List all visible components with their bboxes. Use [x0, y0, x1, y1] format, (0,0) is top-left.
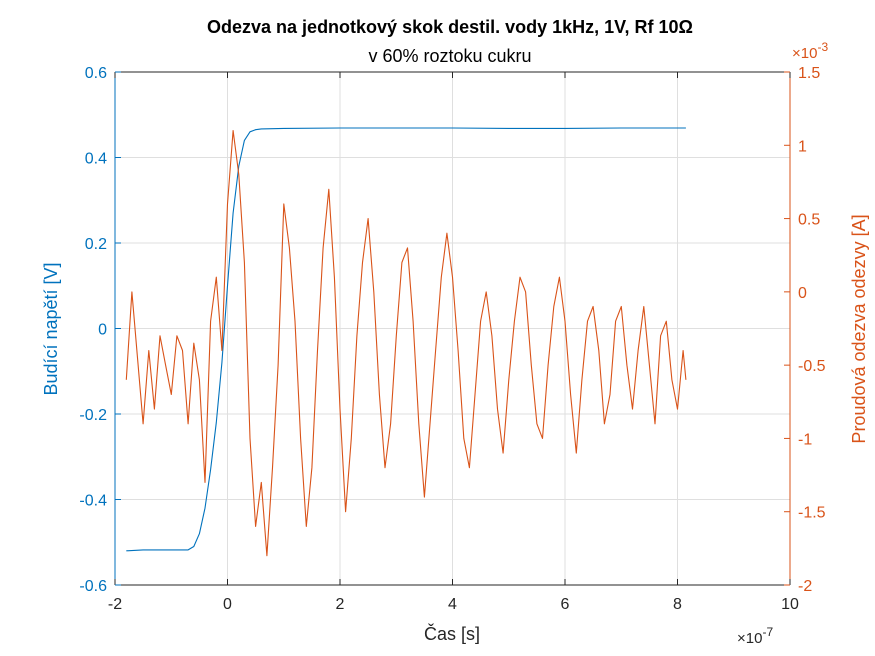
series-line-right: [125, 130, 687, 557]
y-axis-label-left: Budící napětí [V]: [41, 262, 61, 395]
x-tick-label-2: 2: [336, 596, 345, 613]
y-tick-label-right-5: 0.5: [798, 212, 820, 229]
y-tick-label-right-3: -0.5: [798, 358, 826, 375]
x-axis-label: Čas [s]: [424, 623, 480, 644]
x-tick-label-4: 6: [561, 596, 570, 613]
y-tick-label-right-2: -1: [798, 431, 812, 448]
y-tick-label-left-5: 0.4: [85, 151, 107, 168]
x-tick-label-0: -2: [108, 596, 122, 613]
y-tick-label-left-2: -0.2: [79, 407, 107, 424]
y-tick-label-left-3: 0: [98, 322, 107, 339]
chart-labels: Odezva na jednotkový skok destil. vody 1…: [41, 17, 869, 647]
y2-exponent-label: ×10-3: [792, 40, 828, 62]
x-exponent-power: -7: [762, 625, 773, 639]
series-line-left: [126, 127, 686, 552]
y-tick-label-right-0: -2: [798, 578, 812, 595]
chart-title: Odezva na jednotkový skok destil. vody 1…: [207, 17, 693, 37]
grid: [114, 71, 791, 586]
y-tick-label-right-4: 0: [798, 285, 807, 302]
y-tick-label-right-7: 1.5: [798, 65, 820, 82]
x-tick-label-3: 4: [448, 596, 457, 613]
y2-exponent-base: ×10: [792, 45, 817, 62]
series-lines: [125, 127, 687, 557]
axes: -2 0 2 4 6 8 10-0.6-0.4-0.200.20.40.6-2-1.5-1-…: [79, 65, 825, 613]
x-exponent-label: ×10-7: [737, 625, 773, 647]
x-tick-label-5: 8: [673, 596, 682, 613]
y-axis-label-right: Proudová odezva odezvy [A]: [849, 214, 869, 443]
y-tick-label-left-6: 0.6: [85, 65, 107, 82]
y-tick-label-left-1: -0.4: [79, 493, 107, 510]
y-tick-label-left-0: -0.6: [79, 578, 107, 595]
chart-subtitle: v 60% roztoku cukru: [368, 46, 531, 66]
y-tick-label-left-4: 0.2: [85, 236, 107, 253]
x-exponent-base: ×10: [737, 630, 762, 647]
x-tick-label-1: 0: [223, 596, 232, 613]
y2-exponent-power: -3: [817, 40, 828, 54]
y-tick-label-right-1: -1.5: [798, 505, 826, 522]
y-tick-label-right-6: 1: [798, 138, 807, 155]
x-tick-label-6: 10: [781, 596, 799, 613]
